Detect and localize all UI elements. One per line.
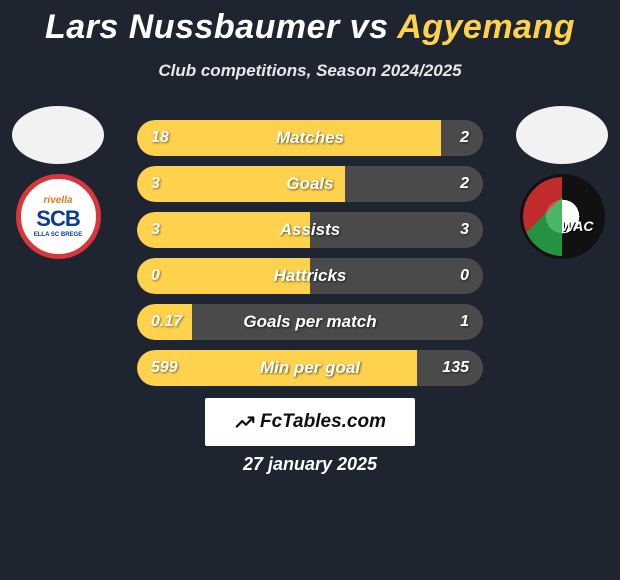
comparison-title: Lars Nussbaumer vs Agyemang bbox=[0, 0, 620, 47]
player1-club-badge: rivella SCB ELLA SC BREGE bbox=[16, 174, 101, 259]
club1-sponsor: rivella bbox=[44, 195, 73, 206]
snapshot-date: 27 january 2025 bbox=[0, 454, 620, 475]
stat-bars-container: 18Matches23Goals23Assists30Hattricks00.1… bbox=[137, 120, 483, 386]
stat-bar: 18Matches2 bbox=[137, 120, 483, 156]
stat-value-right: 1 bbox=[460, 313, 469, 331]
brand-badge[interactable]: FcTables.com bbox=[205, 398, 415, 446]
stat-bar: 3Goals2 bbox=[137, 166, 483, 202]
player1-column: rivella SCB ELLA SC BREGE bbox=[12, 106, 104, 259]
brand-text: FcTables.com bbox=[260, 411, 386, 433]
subtitle: Club competitions, Season 2024/2025 bbox=[0, 61, 620, 81]
club1-initials: SCB bbox=[36, 206, 79, 232]
stat-label: Min per goal bbox=[137, 358, 483, 378]
club2-initials: WAC bbox=[561, 218, 594, 234]
stat-bar: 599Min per goal135 bbox=[137, 350, 483, 386]
player2-name: Agyemang bbox=[397, 8, 575, 46]
player2-photo-placeholder bbox=[516, 106, 608, 164]
vs-text: vs bbox=[350, 8, 389, 46]
stat-bar: 0Hattricks0 bbox=[137, 258, 483, 294]
stat-bar: 3Assists3 bbox=[137, 212, 483, 248]
club1-subtext: ELLA SC BREGE bbox=[34, 232, 82, 238]
stat-label: Matches bbox=[137, 128, 483, 148]
player1-name: Lars Nussbaumer bbox=[45, 8, 340, 46]
stat-label: Hattricks bbox=[137, 266, 483, 286]
player2-column: WAC bbox=[516, 106, 608, 259]
stat-value-right: 2 bbox=[460, 175, 469, 193]
chart-up-icon bbox=[234, 411, 256, 433]
player2-club-badge: WAC bbox=[520, 174, 605, 259]
player1-photo-placeholder bbox=[12, 106, 104, 164]
stat-label: Assists bbox=[137, 220, 483, 240]
stat-label: Goals per match bbox=[137, 312, 483, 332]
stat-label: Goals bbox=[137, 174, 483, 194]
stat-value-right: 3 bbox=[460, 221, 469, 239]
stat-value-right: 2 bbox=[460, 129, 469, 147]
stat-value-right: 0 bbox=[460, 267, 469, 285]
stat-bar: 0.17Goals per match1 bbox=[137, 304, 483, 340]
stat-value-right: 135 bbox=[442, 359, 469, 377]
